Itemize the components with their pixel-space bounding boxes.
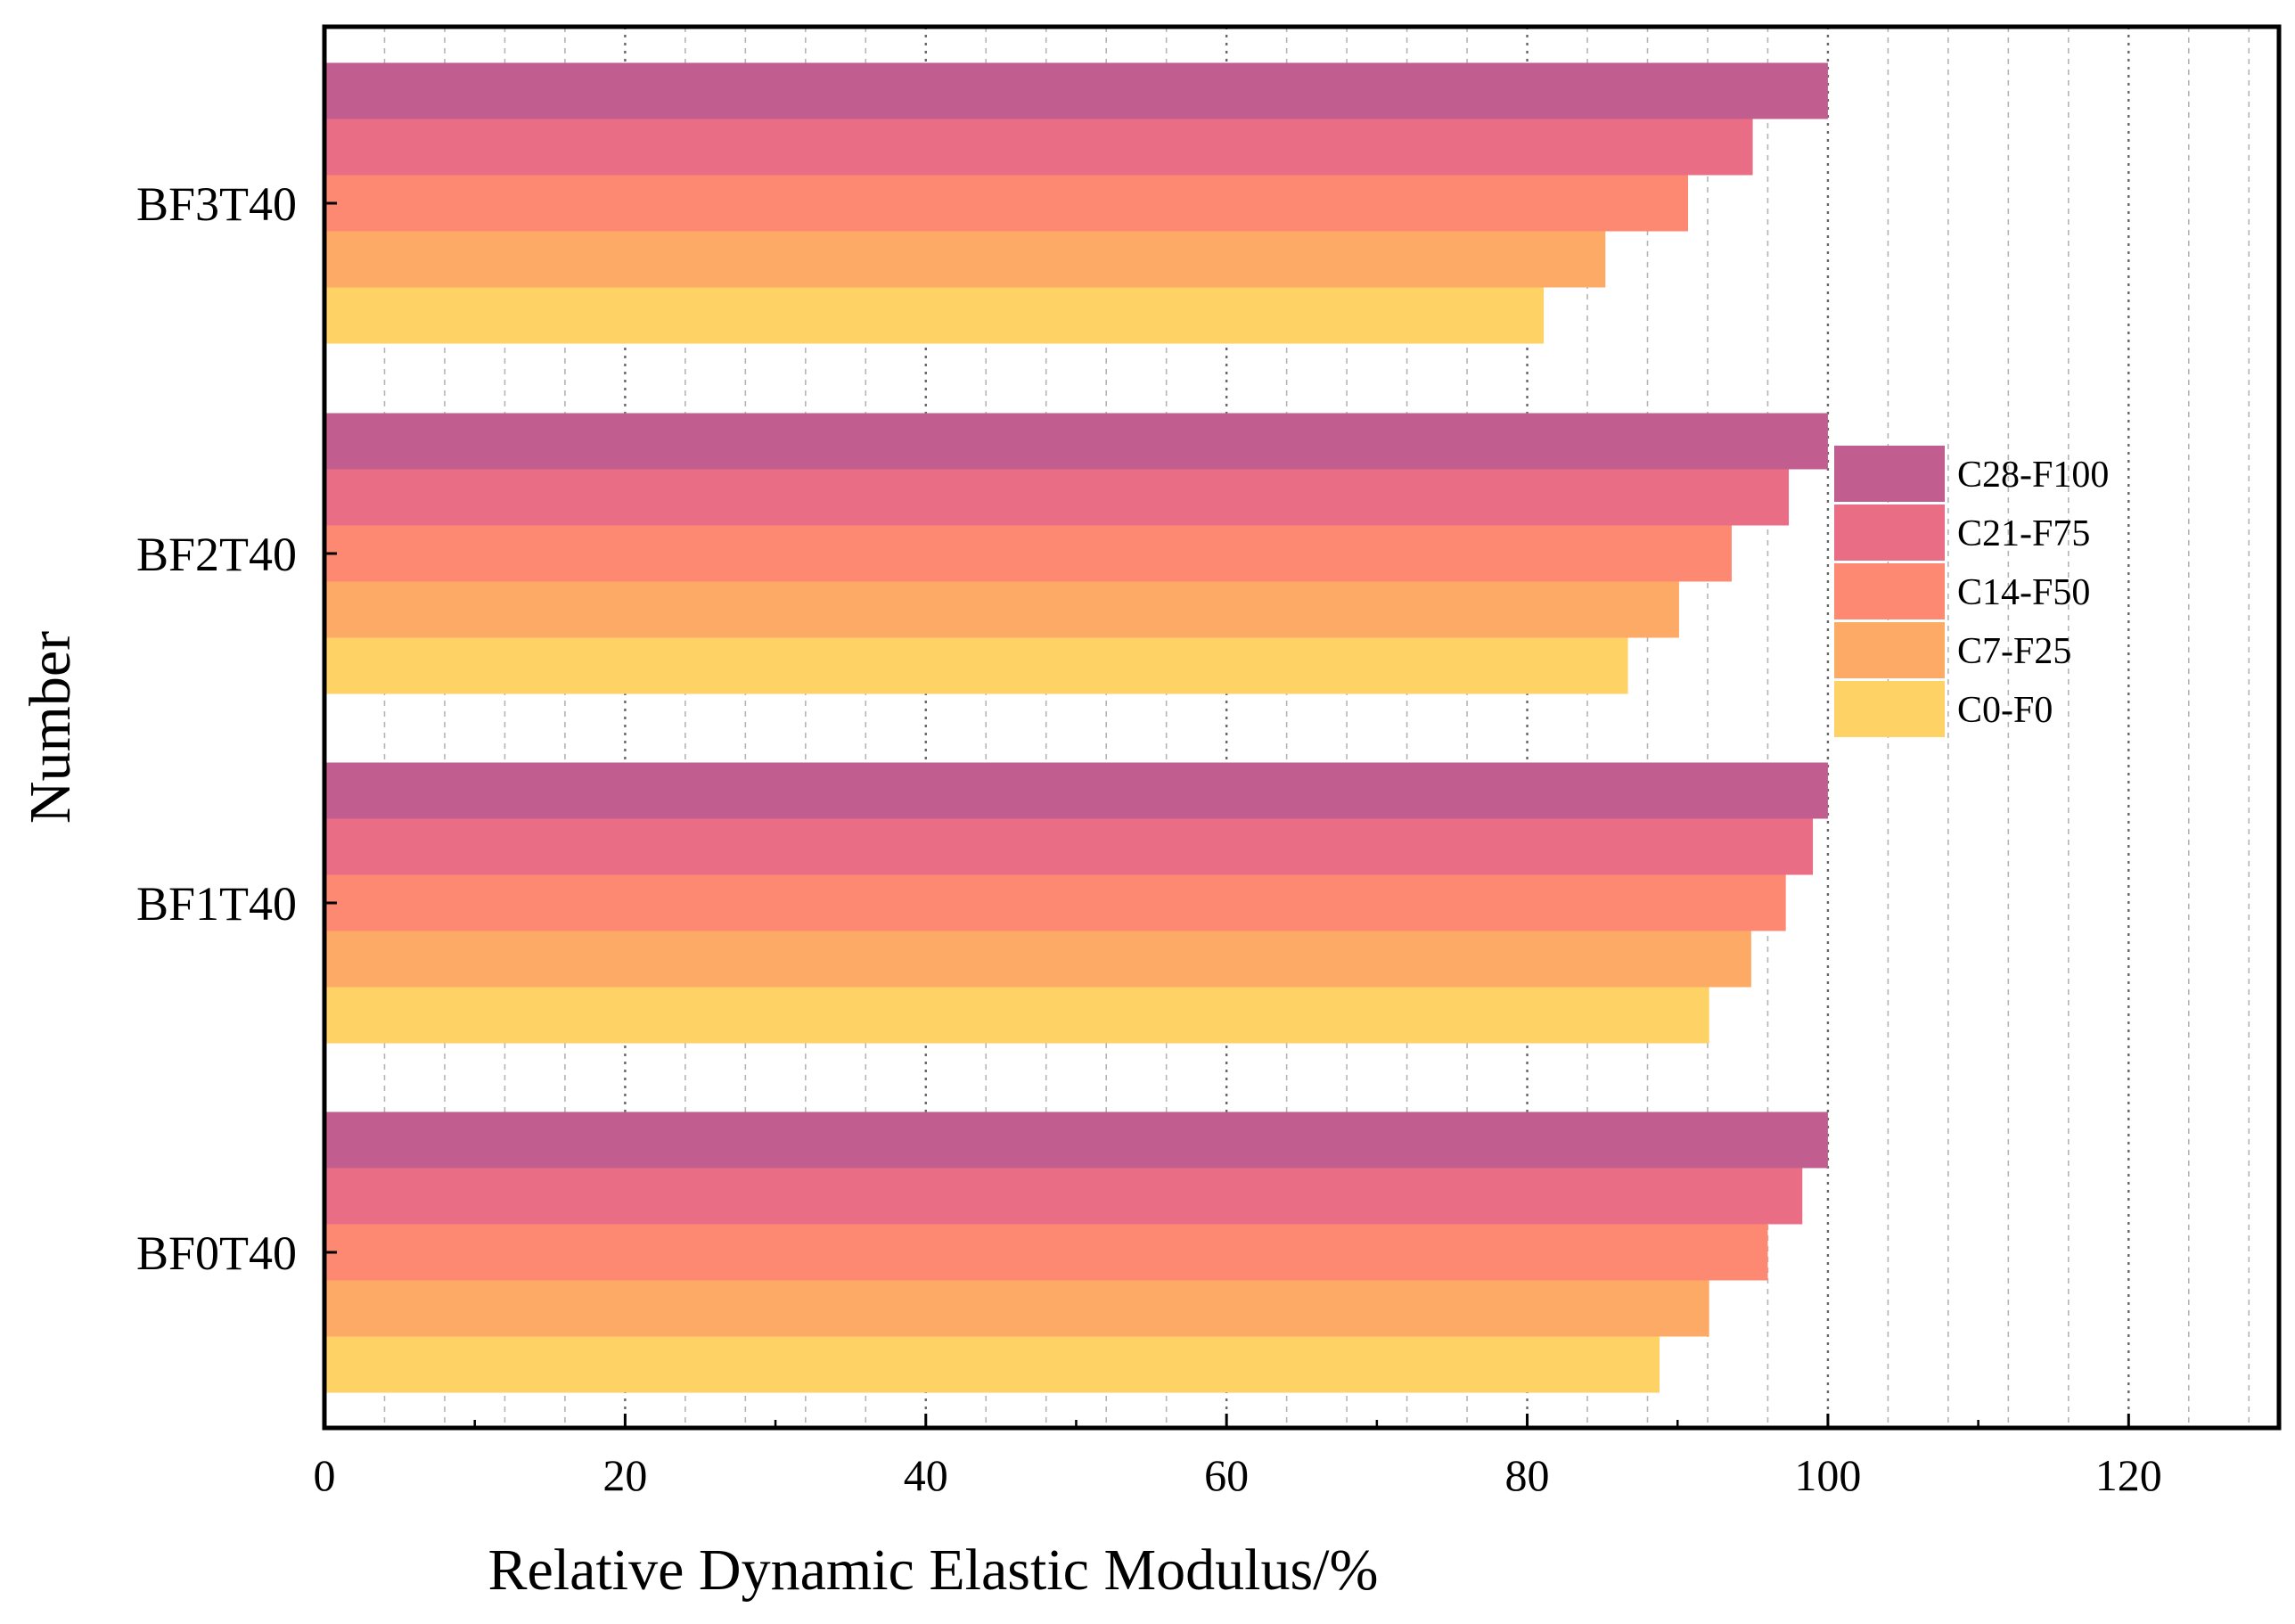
bar-BF0T40-C7-F25 (324, 1280, 1709, 1337)
bar-BF3T40-C21-F75 (324, 119, 1753, 176)
bar-BF3T40-C28-F100 (324, 62, 1828, 119)
bars (324, 62, 1828, 1393)
legend-label-C14-F50: C14-F50 (1957, 572, 2090, 613)
x-tick-label: 0 (314, 1450, 336, 1500)
bar-BF3T40-C14-F50 (324, 175, 1689, 232)
y-category-label: BF3T40 (136, 177, 297, 231)
x-tick-label: 20 (602, 1450, 647, 1500)
bar-BF1T40-C0-F0 (324, 987, 1709, 1044)
legend-label-C7-F25: C7-F25 (1957, 631, 2071, 672)
bar-BF3T40-C0-F0 (324, 287, 1545, 344)
bar-BF1T40-C7-F25 (324, 931, 1751, 988)
x-tick-label: 40 (904, 1450, 948, 1500)
x-tick-label: 80 (1505, 1450, 1550, 1500)
bar-BF1T40-C14-F50 (324, 874, 1786, 931)
bar-BF2T40-C21-F75 (324, 469, 1790, 526)
legend-label-C21-F75: C21-F75 (1957, 513, 2090, 554)
x-tick-label: 120 (2095, 1450, 2162, 1500)
legend-swatch-C21-F75 (1834, 504, 1945, 561)
bar-BF1T40-C28-F100 (324, 762, 1828, 819)
bar-BF2T40-C28-F100 (324, 413, 1828, 470)
legend: C28-F100 C21-F75 C14-F50 C7-F25 C0-F0 (1834, 446, 2109, 737)
bar-BF2T40-C0-F0 (324, 637, 1628, 694)
plot-frame (322, 24, 2282, 1431)
legend-label-C28-F100: C28-F100 (1957, 455, 2109, 496)
bar-BF1T40-C21-F75 (324, 818, 1814, 875)
y-axis-title: Number (18, 631, 83, 824)
bar-BF0T40-C21-F75 (324, 1168, 1803, 1225)
legend-label-C0-F0: C0-F0 (1957, 690, 2053, 731)
legend-swatch-C14-F50 (1834, 563, 1945, 619)
x-tick-label: 60 (1204, 1450, 1249, 1500)
bar-BF0T40-C28-F100 (324, 1111, 1828, 1169)
bar-BF0T40-C14-F50 (324, 1224, 1768, 1281)
y-axis-categories: BF3T40 BF2T40 BF1T40 BF0T40 (136, 177, 337, 1280)
y-category-label: BF1T40 (136, 877, 297, 931)
bar-BF3T40-C7-F25 (324, 231, 1606, 288)
bar-BF2T40-C7-F25 (324, 581, 1679, 638)
legend-swatch-C28-F100 (1834, 446, 1945, 502)
bar-BF2T40-C14-F50 (324, 525, 1732, 582)
bar-BF0T40-C0-F0 (324, 1336, 1660, 1393)
x-tick-label: 100 (1794, 1450, 1861, 1500)
x-axis-ticks: 0 20 40 60 80 100 120 (314, 1414, 2162, 1500)
x-axis-title: Relative Dynamic Elastic Modulus/% (488, 1538, 1379, 1603)
legend-swatch-C7-F25 (1834, 622, 1945, 678)
y-category-label: BF2T40 (136, 528, 297, 581)
y-category-label: BF0T40 (136, 1226, 297, 1280)
legend-swatch-C0-F0 (1834, 681, 1945, 737)
